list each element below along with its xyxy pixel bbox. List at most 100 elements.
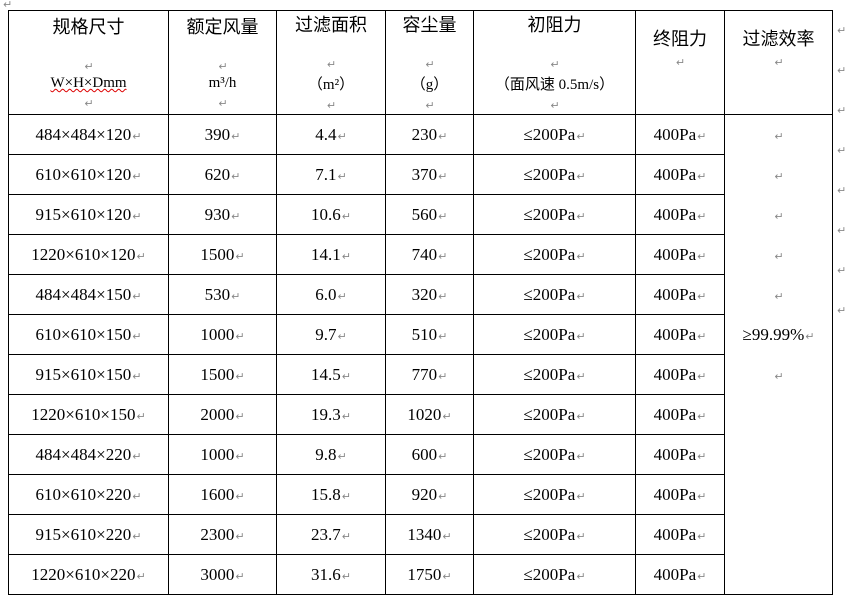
cell-value: 484×484×120 xyxy=(35,124,132,144)
cell-value: 560 xyxy=(411,204,438,224)
table-cell: 400Pa↵ xyxy=(635,194,725,235)
paragraph-mark-icon: ↵ xyxy=(576,209,586,223)
table-row: 610×610×120↵ 620↵ 7.1↵ 370↵ ≤200Pa↵ 400Pa↵ xyxy=(8,154,833,195)
cell-value: ≤200Pa xyxy=(523,284,576,304)
header-title: 额定风量 xyxy=(186,17,259,37)
cell-value: 230 xyxy=(411,124,438,144)
table-cell: 510↵ xyxy=(385,314,474,355)
paragraph-mark-icon: ↵ xyxy=(576,529,586,543)
cell-value: 320 xyxy=(411,284,438,304)
paragraph-mark-icon: ↵ xyxy=(774,170,784,183)
cell-value: 14.5 xyxy=(311,364,341,384)
efficiency-line: ≥99.99%↵ xyxy=(725,315,832,355)
efficiency-cell: ↵ ↵ ↵ ↵ ↵ ≥99.99%↵ ↵ xyxy=(724,114,833,595)
table-row: 484×484×120↵ 390↵ 4.4↵ 230↵ ≤200Pa↵ 400Pa↵ ↵ ↵ ↵… xyxy=(8,114,833,595)
paragraph-mark-icon: ↵ xyxy=(341,409,351,423)
table-row: 610×610×150↵ 1000↵ 9.7↵ 510↵ ≤200Pa↵ 400Pa↵ xyxy=(8,314,833,355)
table-row: 610×610×220↵ 1600↵ 15.8↵ 920↵ ≤200Pa↵ 400Pa↵ xyxy=(8,474,833,515)
header-title: 容尘量 xyxy=(402,15,457,35)
paragraph-mark-icon: ↵ xyxy=(231,289,241,303)
header-cell: 初阻力 ↵ （面风速 0.5m/s） ↵ xyxy=(473,10,636,115)
cell-value: 14.1 xyxy=(311,244,341,264)
table-cell: ≤200Pa↵ xyxy=(473,474,636,515)
cell-value: 510 xyxy=(411,324,438,344)
cell-value: 1600 xyxy=(200,484,235,504)
paragraph-mark-icon: ↵ xyxy=(576,249,586,263)
paragraph-mark-icon: ↵ xyxy=(774,56,784,69)
header-unit: m³/h xyxy=(208,75,237,91)
table-cell: 770↵ xyxy=(385,354,474,395)
table-cell: ≤200Pa↵ xyxy=(473,394,636,435)
table-cell: 400Pa↵ xyxy=(635,474,725,515)
cell-value: 1750 xyxy=(407,564,442,584)
table-cell: 610×610×120↵ xyxy=(8,154,169,195)
table-cell: 1000↵ xyxy=(168,434,277,475)
header-cell: 终阻力 ↵ xyxy=(635,10,725,115)
paragraph-mark-icon: ↵ xyxy=(3,0,13,11)
paragraph-mark-icon: ↵ xyxy=(697,449,707,463)
paragraph-mark-icon: ↵ xyxy=(231,129,241,143)
paragraph-mark-icon: ↵ xyxy=(697,129,707,143)
cell-value: 2300 xyxy=(200,524,235,544)
table-cell: 600↵ xyxy=(385,434,474,475)
paragraph-mark-icon: ↵ xyxy=(837,304,846,317)
table-row: 484×484×150↵ 530↵ 6.0↵ 320↵ ≤200Pa↵ 400Pa↵ xyxy=(8,274,833,315)
paragraph-mark-icon: ↵ xyxy=(337,289,347,303)
paragraph-mark-icon: ↵ xyxy=(136,409,146,423)
table-cell: 740↵ xyxy=(385,234,474,275)
paragraph-mark-icon: ↵ xyxy=(442,529,452,543)
paragraph-mark-icon: ↵ xyxy=(438,369,448,383)
table-row: 915×610×150↵ 1500↵ 14.5↵ 770↵ ≤200Pa↵ 400Pa↵ xyxy=(8,354,833,395)
paragraph-mark-icon: ↵ xyxy=(774,290,784,303)
cell-value: 915×610×120 xyxy=(35,204,132,224)
paragraph-mark-icon: ↵ xyxy=(132,169,142,183)
paragraph-mark-icon: ↵ xyxy=(576,289,586,303)
cell-value: 1500 xyxy=(200,364,235,384)
cell-value: 6.0 xyxy=(315,284,337,304)
paragraph-mark-icon: ↵ xyxy=(697,489,707,503)
paragraph-mark-icon: ↵ xyxy=(341,489,351,503)
table-row: 1220×610×120↵ 1500↵ 14.1↵ 740↵ ≤200Pa↵ 400Pa↵ xyxy=(8,234,833,275)
cell-value: 1340 xyxy=(407,524,442,544)
efficiency-line: ↵ xyxy=(725,195,832,235)
paragraph-mark-icon: ↵ xyxy=(438,329,448,343)
cell-value: 9.7 xyxy=(315,324,337,344)
paragraph-mark-icon: ↵ xyxy=(576,449,586,463)
cell-value: 920 xyxy=(411,484,438,504)
table-cell: 1600↵ xyxy=(168,474,277,515)
cell-value: 400Pa xyxy=(653,444,697,464)
cell-value: ≤200Pa xyxy=(523,124,576,144)
cell-value: 23.7 xyxy=(311,524,341,544)
table-cell: 1000↵ xyxy=(168,314,277,355)
paragraph-mark-icon: ↵ xyxy=(697,289,707,303)
cell-value: 3000 xyxy=(200,564,235,584)
table-row: 1220×610×220↵ 3000↵ 31.6↵ 1750↵ ≤200Pa↵ 400Pa… xyxy=(8,554,833,595)
paragraph-mark-icon: ↵ xyxy=(837,104,846,117)
table-cell: 400Pa↵ xyxy=(635,354,725,395)
table-cell: 484×484×120↵ xyxy=(8,114,169,155)
table-cell: 6.0↵ xyxy=(276,274,386,315)
cell-value: 1220×610×150 xyxy=(31,404,136,424)
paragraph-mark-icon: ↵ xyxy=(837,224,846,237)
paragraph-mark-icon: ↵ xyxy=(341,249,351,263)
efficiency-line: ↵ xyxy=(725,355,832,395)
cell-value: 530 xyxy=(204,284,231,304)
table-cell: 370↵ xyxy=(385,154,474,195)
cell-value: 10.6 xyxy=(311,204,341,224)
row-end-mark: ↵ xyxy=(836,170,846,210)
table-cell: 530↵ xyxy=(168,274,277,315)
cell-value: 400Pa xyxy=(653,204,697,224)
efficiency-line: ↵ xyxy=(725,115,832,155)
cell-value: ≤200Pa xyxy=(523,404,576,424)
table-cell: 400Pa↵ xyxy=(635,314,725,355)
efficiency-line: ↵ xyxy=(725,155,832,195)
paragraph-mark-icon: ↵ xyxy=(442,569,452,583)
table-cell: ≤200Pa↵ xyxy=(473,194,636,235)
paragraph-mark-icon: ↵ xyxy=(774,210,784,223)
table-row: 484×484×220↵ 1000↵ 9.8↵ 600↵ ≤200Pa↵ 400Pa↵ xyxy=(8,434,833,475)
paragraph-mark-icon: ↵ xyxy=(132,289,142,303)
table-cell: 920↵ xyxy=(385,474,474,515)
table-cell: 915×610×150↵ xyxy=(8,354,169,395)
paragraph-mark-icon: ↵ xyxy=(235,449,245,463)
header-unit: （g） xyxy=(410,77,449,93)
